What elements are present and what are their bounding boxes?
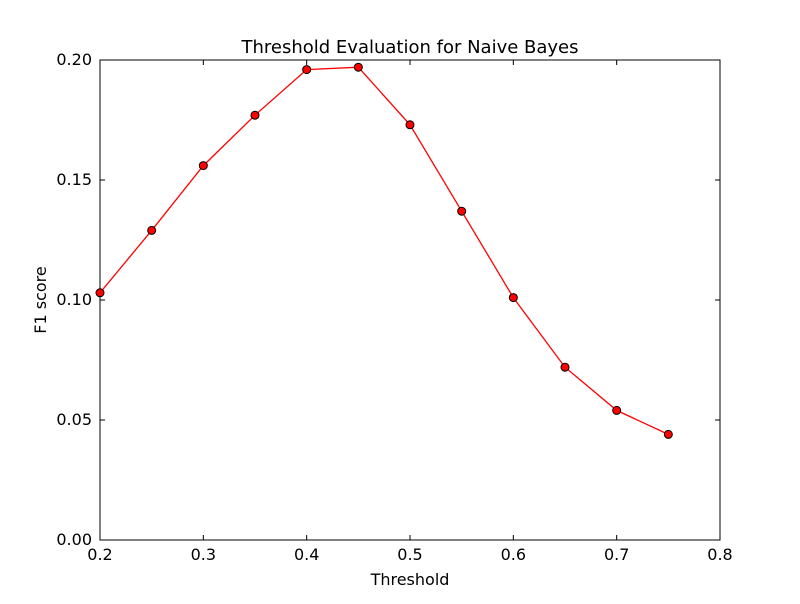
- plot-area: 0.2 0.3 0.4 0.5 0.6 0.7 0.8 0.00 0.05 0.10 0.15 0.2…: [56, 50, 732, 564]
- data-point: [353, 62, 363, 72]
- x-tick-label: 0.6: [501, 545, 526, 564]
- data-point: [560, 362, 570, 372]
- x-axis-label: Threshold: [370, 570, 450, 589]
- chart-title: Threshold Evaluation for Naive Bayes: [240, 37, 578, 58]
- y-tick-label: 0.00: [56, 530, 92, 549]
- data-point: [95, 288, 105, 298]
- x-tick-label: 0.4: [294, 545, 319, 564]
- data-point: [612, 405, 622, 415]
- x-tick-label: 0.3: [191, 545, 216, 564]
- x-tick-label: 0.7: [604, 545, 629, 564]
- x-tick-label: 0.8: [707, 545, 732, 564]
- data-point: [302, 65, 312, 75]
- data-point: [457, 206, 467, 216]
- data-point: [405, 120, 415, 130]
- y-tick-label: 0.10: [56, 290, 92, 309]
- x-tick-label: 0.5: [397, 545, 422, 564]
- y-axis-label: F1 score: [31, 266, 50, 333]
- data-point: [198, 161, 208, 171]
- x-tick-label: 0.2: [87, 545, 112, 564]
- data-point: [508, 293, 518, 303]
- series-line: [99, 66, 669, 435]
- data-point: [663, 429, 673, 439]
- y-tick-label: 0.05: [56, 410, 92, 429]
- data-point: [250, 110, 260, 120]
- y-tick-label: 0.15: [56, 170, 92, 189]
- data-point: [147, 225, 157, 235]
- y-tick-label: 0.20: [56, 50, 92, 69]
- plot-frame: [99, 59, 721, 541]
